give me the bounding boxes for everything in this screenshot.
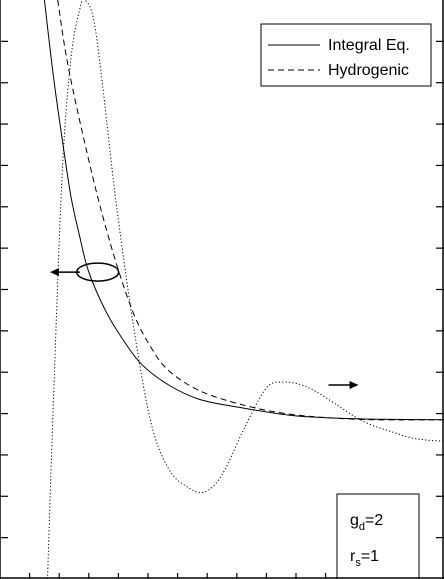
right-axis-arrow-head xyxy=(349,381,359,390)
parameter-gd: gd=2 xyxy=(350,512,383,533)
annotations-group xyxy=(49,262,359,390)
legend: Integral Eq. Hydrogenic xyxy=(260,23,432,87)
series-dotted-line xyxy=(47,0,444,579)
parameter-rs: rs=1 xyxy=(350,548,379,569)
series-hydrogenic-line xyxy=(57,0,444,421)
left-axis-arrow-head xyxy=(49,268,59,277)
parameter-box: gd=2 rs=1 xyxy=(336,493,420,579)
annotation-ellipse xyxy=(75,262,120,282)
legend-label-integral: Integral Eq. xyxy=(328,37,410,54)
series-group xyxy=(43,0,444,579)
legend-box xyxy=(260,23,432,87)
parameter-box-frame xyxy=(336,493,420,579)
legend-label-hydrogenic: Hydrogenic xyxy=(328,62,409,79)
